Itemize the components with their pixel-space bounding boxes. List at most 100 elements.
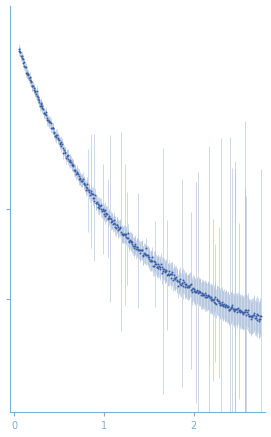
Point: [170, 271, 175, 278]
Point: [76, 172, 81, 179]
Point: [75, 168, 79, 175]
Point: [237, 307, 241, 314]
Point: [139, 247, 143, 254]
Point: [184, 281, 189, 288]
Point: [138, 249, 142, 256]
Point: [104, 210, 108, 217]
Point: [82, 180, 86, 187]
Point: [25, 69, 30, 76]
Point: [151, 257, 156, 264]
Point: [117, 225, 121, 232]
Point: [156, 261, 160, 268]
Point: [214, 300, 218, 307]
Point: [144, 252, 149, 259]
Point: [28, 73, 32, 80]
Point: [195, 286, 199, 293]
Point: [41, 110, 46, 117]
Point: [27, 75, 31, 82]
Point: [47, 118, 51, 125]
Point: [101, 205, 105, 212]
Point: [125, 235, 129, 242]
Point: [153, 261, 157, 268]
Point: [239, 308, 243, 315]
Point: [204, 292, 208, 299]
Point: [139, 246, 144, 253]
Point: [54, 131, 59, 138]
Point: [216, 298, 221, 305]
Point: [111, 216, 116, 223]
Point: [81, 175, 85, 182]
Point: [113, 223, 117, 230]
Point: [113, 221, 118, 228]
Point: [234, 306, 238, 313]
Point: [34, 90, 38, 97]
Point: [114, 225, 118, 232]
Point: [83, 182, 87, 189]
Point: [93, 192, 97, 199]
Point: [47, 119, 51, 126]
Point: [221, 302, 225, 309]
Point: [228, 305, 232, 312]
Point: [222, 301, 226, 308]
Point: [183, 283, 187, 290]
Point: [121, 232, 125, 239]
Point: [115, 222, 120, 229]
Point: [160, 270, 164, 277]
Point: [256, 315, 261, 322]
Point: [49, 125, 53, 132]
Point: [50, 125, 54, 132]
Point: [249, 313, 253, 320]
Point: [250, 313, 254, 320]
Point: [109, 218, 113, 225]
Point: [39, 101, 43, 108]
Point: [195, 288, 199, 295]
Point: [257, 312, 262, 319]
Point: [85, 180, 90, 187]
Point: [103, 213, 107, 220]
Point: [190, 286, 195, 293]
Point: [182, 278, 186, 285]
Point: [165, 270, 170, 277]
Point: [124, 233, 128, 240]
Point: [251, 309, 256, 316]
Point: [52, 129, 57, 136]
Point: [242, 309, 246, 316]
Point: [71, 163, 75, 170]
Point: [99, 206, 103, 213]
Point: [161, 266, 165, 273]
Point: [167, 272, 171, 279]
Point: [223, 303, 227, 310]
Point: [193, 288, 198, 295]
Point: [248, 312, 252, 319]
Point: [136, 247, 140, 254]
Point: [212, 298, 217, 305]
Point: [156, 264, 161, 271]
Point: [118, 225, 122, 232]
Point: [18, 48, 22, 55]
Point: [23, 64, 27, 71]
Point: [126, 234, 130, 241]
Point: [43, 109, 48, 116]
Point: [172, 275, 176, 282]
Point: [86, 187, 90, 194]
Point: [159, 260, 163, 267]
Point: [21, 55, 25, 62]
Point: [176, 279, 181, 286]
Point: [201, 291, 205, 298]
Point: [105, 215, 110, 222]
Point: [127, 239, 131, 246]
Point: [231, 305, 236, 312]
Point: [253, 315, 258, 322]
Point: [46, 117, 50, 124]
Point: [104, 211, 108, 218]
Point: [26, 72, 30, 79]
Point: [19, 53, 23, 60]
Point: [29, 78, 34, 85]
Point: [173, 276, 177, 283]
Point: [148, 257, 152, 264]
Point: [209, 296, 213, 303]
Point: [33, 89, 38, 96]
Point: [18, 48, 22, 55]
Point: [80, 177, 85, 184]
Point: [123, 231, 127, 238]
